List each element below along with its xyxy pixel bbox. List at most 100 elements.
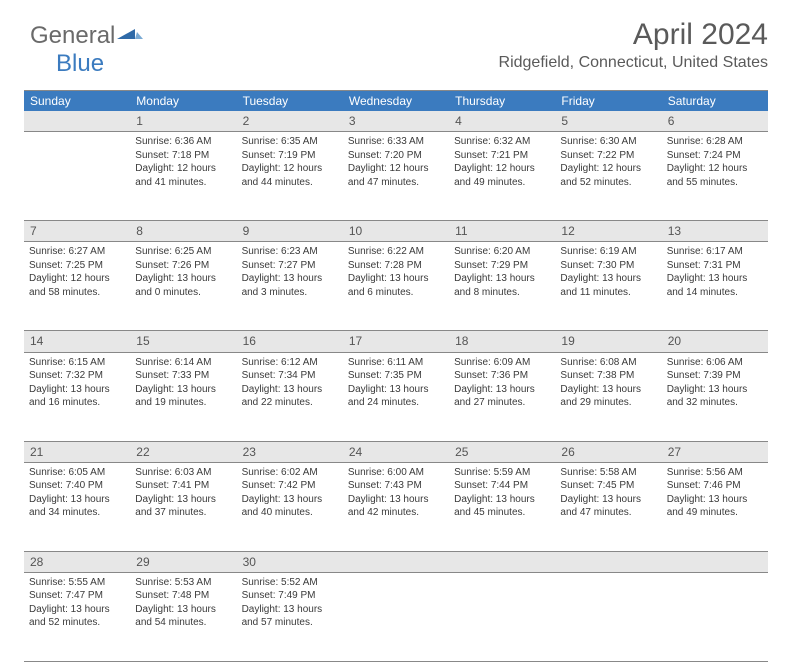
day-number: 28 [24, 552, 130, 572]
day-cell: Sunrise: 5:53 AMSunset: 7:48 PMDaylight:… [130, 573, 236, 661]
day-detail-line: Sunset: 7:27 PM [242, 259, 338, 273]
day-detail-line: Sunrise: 6:12 AM [242, 356, 338, 370]
day-detail-line: Sunset: 7:30 PM [560, 259, 656, 273]
day-number: 25 [449, 442, 555, 462]
day-detail-line: Sunrise: 6:35 AM [242, 135, 338, 149]
day-detail-line: Daylight: 13 hours and 57 minutes. [242, 603, 338, 630]
dow-header: Sunday [24, 91, 130, 111]
day-cell: Sunrise: 6:02 AMSunset: 7:42 PMDaylight:… [237, 463, 343, 551]
day-number [662, 552, 768, 572]
day-number: 22 [130, 442, 236, 462]
day-cell [662, 573, 768, 661]
day-number: 16 [237, 331, 343, 351]
dow-header: Monday [130, 91, 236, 111]
day-cell: Sunrise: 6:35 AMSunset: 7:19 PMDaylight:… [237, 132, 343, 220]
day-detail-line: Daylight: 13 hours and 29 minutes. [560, 383, 656, 410]
day-detail-line: Sunset: 7:36 PM [454, 369, 550, 383]
day-detail-line: Sunrise: 6:14 AM [135, 356, 231, 370]
day-detail-line: Daylight: 13 hours and 8 minutes. [454, 272, 550, 299]
day-detail-line: Sunset: 7:49 PM [242, 589, 338, 603]
day-cell [24, 132, 130, 220]
day-detail-line: Daylight: 13 hours and 6 minutes. [348, 272, 444, 299]
day-number: 15 [130, 331, 236, 351]
day-detail-line: Sunrise: 5:58 AM [560, 466, 656, 480]
day-detail-line: Daylight: 13 hours and 42 minutes. [348, 493, 444, 520]
dow-header: Saturday [662, 91, 768, 111]
day-detail-line: Daylight: 13 hours and 0 minutes. [135, 272, 231, 299]
day-detail-line: Sunset: 7:22 PM [560, 149, 656, 163]
day-detail-line: Sunrise: 6:27 AM [29, 245, 125, 259]
day-detail-line: Sunset: 7:33 PM [135, 369, 231, 383]
logo-text-1: General [30, 22, 115, 49]
day-number: 12 [555, 221, 661, 241]
day-number: 9 [237, 221, 343, 241]
day-number: 2 [237, 111, 343, 131]
day-number: 21 [24, 442, 130, 462]
day-detail-line: Daylight: 13 hours and 19 minutes. [135, 383, 231, 410]
day-number: 6 [662, 111, 768, 131]
day-detail-line: Sunset: 7:42 PM [242, 479, 338, 493]
day-cell: Sunrise: 5:55 AMSunset: 7:47 PMDaylight:… [24, 573, 130, 661]
day-detail-line: Daylight: 12 hours and 52 minutes. [560, 162, 656, 189]
day-detail-line: Sunset: 7:21 PM [454, 149, 550, 163]
day-cell: Sunrise: 6:03 AMSunset: 7:41 PMDaylight:… [130, 463, 236, 551]
day-detail-line: Sunset: 7:41 PM [135, 479, 231, 493]
day-cell: Sunrise: 6:19 AMSunset: 7:30 PMDaylight:… [555, 242, 661, 330]
day-detail-line: Sunrise: 6:19 AM [560, 245, 656, 259]
day-detail-line: Sunset: 7:45 PM [560, 479, 656, 493]
day-detail-line: Sunrise: 5:59 AM [454, 466, 550, 480]
day-detail-line: Sunset: 7:31 PM [667, 259, 763, 273]
day-detail-line: Sunrise: 6:15 AM [29, 356, 125, 370]
day-detail-line: Sunrise: 6:00 AM [348, 466, 444, 480]
day-number: 11 [449, 221, 555, 241]
day-cell: Sunrise: 6:27 AMSunset: 7:25 PMDaylight:… [24, 242, 130, 330]
day-detail-line: Sunrise: 6:20 AM [454, 245, 550, 259]
day-cell: Sunrise: 6:36 AMSunset: 7:18 PMDaylight:… [130, 132, 236, 220]
day-detail-line: Sunset: 7:28 PM [348, 259, 444, 273]
day-detail-line: Daylight: 12 hours and 49 minutes. [454, 162, 550, 189]
day-cell: Sunrise: 6:09 AMSunset: 7:36 PMDaylight:… [449, 353, 555, 441]
day-number: 4 [449, 111, 555, 131]
day-number: 26 [555, 442, 661, 462]
day-number: 30 [237, 552, 343, 572]
day-detail-line: Sunset: 7:48 PM [135, 589, 231, 603]
day-number: 8 [130, 221, 236, 241]
day-number [449, 552, 555, 572]
day-number: 29 [130, 552, 236, 572]
day-detail-line: Sunset: 7:47 PM [29, 589, 125, 603]
day-detail-line: Sunrise: 6:30 AM [560, 135, 656, 149]
day-number: 7 [24, 221, 130, 241]
day-detail-line: Sunset: 7:19 PM [242, 149, 338, 163]
day-detail-line: Sunset: 7:26 PM [135, 259, 231, 273]
day-detail-line: Daylight: 13 hours and 54 minutes. [135, 603, 231, 630]
location-text: Ridgefield, Connecticut, United States [499, 54, 768, 72]
day-cell: Sunrise: 6:12 AMSunset: 7:34 PMDaylight:… [237, 353, 343, 441]
day-detail-line: Sunset: 7:43 PM [348, 479, 444, 493]
day-detail-line: Sunset: 7:39 PM [667, 369, 763, 383]
day-cell: Sunrise: 6:14 AMSunset: 7:33 PMDaylight:… [130, 353, 236, 441]
day-cell: Sunrise: 6:23 AMSunset: 7:27 PMDaylight:… [237, 242, 343, 330]
day-cell: Sunrise: 6:25 AMSunset: 7:26 PMDaylight:… [130, 242, 236, 330]
day-detail-line: Daylight: 13 hours and 14 minutes. [667, 272, 763, 299]
day-number: 14 [24, 331, 130, 351]
day-detail-line: Daylight: 13 hours and 47 minutes. [560, 493, 656, 520]
day-number: 5 [555, 111, 661, 131]
day-detail-line: Sunset: 7:20 PM [348, 149, 444, 163]
day-detail-line: Sunrise: 6:23 AM [242, 245, 338, 259]
day-cell [555, 573, 661, 661]
page-title: April 2024 [499, 18, 768, 52]
day-cell: Sunrise: 6:11 AMSunset: 7:35 PMDaylight:… [343, 353, 449, 441]
day-detail-line: Daylight: 13 hours and 52 minutes. [29, 603, 125, 630]
day-number: 3 [343, 111, 449, 131]
day-detail-line: Sunrise: 5:52 AM [242, 576, 338, 590]
day-detail-line: Sunrise: 6:17 AM [667, 245, 763, 259]
day-detail-line: Daylight: 13 hours and 34 minutes. [29, 493, 125, 520]
day-number: 20 [662, 331, 768, 351]
day-detail-line: Daylight: 12 hours and 55 minutes. [667, 162, 763, 189]
day-detail-line: Sunrise: 6:05 AM [29, 466, 125, 480]
day-detail-line: Sunrise: 5:53 AM [135, 576, 231, 590]
day-number: 19 [555, 331, 661, 351]
day-detail-line: Daylight: 13 hours and 27 minutes. [454, 383, 550, 410]
day-detail-line: Daylight: 12 hours and 47 minutes. [348, 162, 444, 189]
day-detail-line: Sunset: 7:40 PM [29, 479, 125, 493]
